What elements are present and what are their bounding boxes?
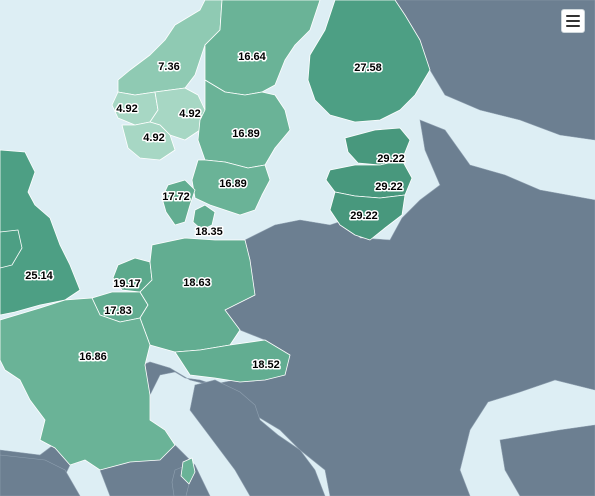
region-corsica[interactable]: [180, 457, 196, 485]
menu-bar: [566, 25, 580, 27]
label-sweden-central: 16.89: [232, 128, 260, 140]
region-denmark-east[interactable]: [192, 204, 216, 231]
label-belgium: 17.83: [104, 305, 132, 317]
region-finland[interactable]: [307, 0, 431, 123]
label-france: 16.86: [79, 351, 107, 363]
region-no-data-turkey[interactable]: [499, 424, 595, 496]
region-sweden-south[interactable]: [191, 159, 271, 216]
label-norway-west-1: 4.92: [116, 103, 137, 115]
label-finland: 27.58: [354, 62, 382, 74]
region-lithuania[interactable]: [329, 191, 406, 241]
label-sweden-north: 16.64: [238, 51, 266, 63]
label-norway-west-2: 4.92: [143, 132, 164, 144]
label-uk: 25.14: [25, 270, 53, 282]
label-austria: 18.52: [252, 359, 280, 371]
region-ireland[interactable]: [0, 229, 23, 269]
label-norway-east: 4.92: [179, 108, 200, 120]
label-latvia: 29.22: [375, 181, 403, 193]
region-austria[interactable]: [174, 339, 291, 383]
region-denmark-west[interactable]: [161, 179, 196, 226]
label-denmark-east: 18.35: [195, 226, 223, 238]
label-norway-north: 7.36: [158, 61, 179, 73]
label-netherlands: 19.17: [113, 278, 141, 290]
region-france[interactable]: [0, 297, 176, 471]
label-germany: 18.63: [183, 277, 211, 289]
region-no-data-italy[interactable]: [189, 379, 326, 496]
label-sweden-south: 16.89: [219, 178, 247, 190]
region-sweden-central[interactable]: [197, 79, 291, 169]
menu-bar: [566, 15, 580, 17]
label-denmark-west: 17.72: [162, 191, 190, 203]
region-norway-west-2[interactable]: [121, 121, 176, 161]
region-no-data-iberia[interactable]: [0, 454, 81, 496]
hamburger-menu-icon[interactable]: [561, 9, 585, 33]
label-estonia: 29.22: [377, 153, 405, 165]
menu-bar: [566, 20, 580, 22]
label-lithuania: 29.22: [350, 210, 378, 222]
region-norway-east[interactable]: [149, 87, 206, 141]
region-uk[interactable]: [0, 149, 81, 316]
